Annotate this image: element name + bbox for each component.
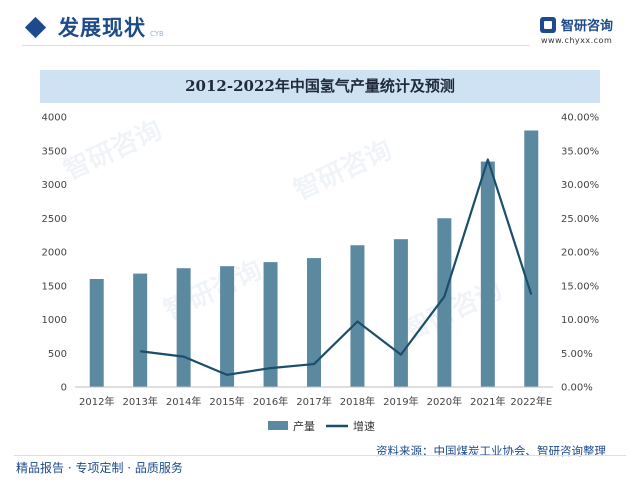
right-tick-label: 35.00%: [561, 146, 599, 157]
chart-title-bar: 2012-2022年中国氢气产量统计及预测: [40, 70, 600, 103]
left-tick-label: 3000: [42, 180, 67, 191]
x-tick-label: 2020年: [427, 395, 462, 408]
x-tick-label: 2015年: [209, 395, 244, 408]
bar: [176, 268, 191, 387]
legend-label-line: 增速: [353, 419, 375, 433]
x-tick-label: 2014年: [166, 395, 201, 408]
x-tick-label: 2021年: [470, 395, 505, 408]
footer-tagline: 精品报告 · 专项定制 · 品质服务: [16, 461, 183, 475]
x-tick-label: 2017年: [296, 395, 331, 408]
brand-logo-icon: [540, 17, 556, 33]
x-tick-label: 2018年: [340, 395, 375, 408]
bar: [437, 218, 452, 387]
left-tick-label: 1500: [42, 281, 67, 292]
section-title: 发展现状: [58, 16, 146, 40]
x-tick-label: 2019年: [383, 395, 418, 408]
right-tick-label: 30.00%: [561, 180, 599, 191]
bar: [480, 161, 495, 387]
right-tick-label: 5.00%: [561, 349, 593, 360]
section-title-en: CYB: [150, 30, 164, 38]
legend-label-bar: 产量: [293, 419, 315, 433]
brand-url: www.chyxx.com: [541, 36, 613, 45]
chart-title: 2012-2022年中国氢气产量统计及预测: [185, 77, 455, 95]
right-tick-label: 25.00%: [561, 214, 599, 225]
right-tick-label: 20.00%: [561, 248, 599, 259]
line-series: [140, 158, 533, 376]
right-tick-label: 15.00%: [561, 281, 599, 292]
header-divider: [22, 45, 530, 46]
left-tick-label: 1000: [42, 315, 67, 326]
left-tick-label: 0: [61, 383, 67, 394]
bar-series: [89, 130, 539, 387]
right-axis: 0.00% 5.00% 10.00% 15.00% 20.00% 25.00% 30.00%…: [561, 113, 599, 394]
left-tick-label: 2000: [42, 248, 67, 259]
bar: [263, 262, 278, 387]
x-tick-label: 2012年: [79, 395, 114, 408]
left-tick-label: 500: [48, 349, 67, 360]
left-tick-label: 2500: [42, 214, 67, 225]
growth-line: [140, 158, 533, 376]
right-tick-label: 0.00%: [561, 383, 593, 394]
source-note: 资料来源：中国煤炭工业协会、智研咨询整理: [376, 444, 606, 458]
bar: [350, 245, 365, 387]
bar: [220, 266, 235, 387]
legend-swatch-bar: [268, 421, 288, 430]
legend: 产量 增速: [268, 419, 375, 433]
left-tick-label: 3500: [42, 146, 67, 157]
bar: [393, 239, 408, 387]
bar: [307, 258, 321, 387]
left-tick-label: 4000: [42, 113, 67, 124]
brand-name: 智研咨询: [561, 19, 614, 34]
x-tick-label: 2013年: [122, 395, 157, 408]
right-tick-label: 40.00%: [561, 113, 599, 124]
footer-divider: [14, 455, 626, 456]
x-tick-label: 2022年E: [510, 395, 552, 408]
page-header: 发展现状 CYB 智研咨询 www.chyxx.com: [0, 0, 640, 62]
bar: [133, 273, 148, 387]
left-axis: 0 500 1000 1500 2000 2500 3000 3500 4000: [42, 113, 67, 394]
bar: [524, 130, 539, 387]
bar: [89, 279, 104, 387]
x-tick-label: 2016年: [253, 395, 288, 408]
x-axis: 2012年 2013年 2014年 2015年 2016年 2017年 2018年 2019年…: [75, 386, 553, 408]
right-tick-label: 10.00%: [561, 315, 599, 326]
